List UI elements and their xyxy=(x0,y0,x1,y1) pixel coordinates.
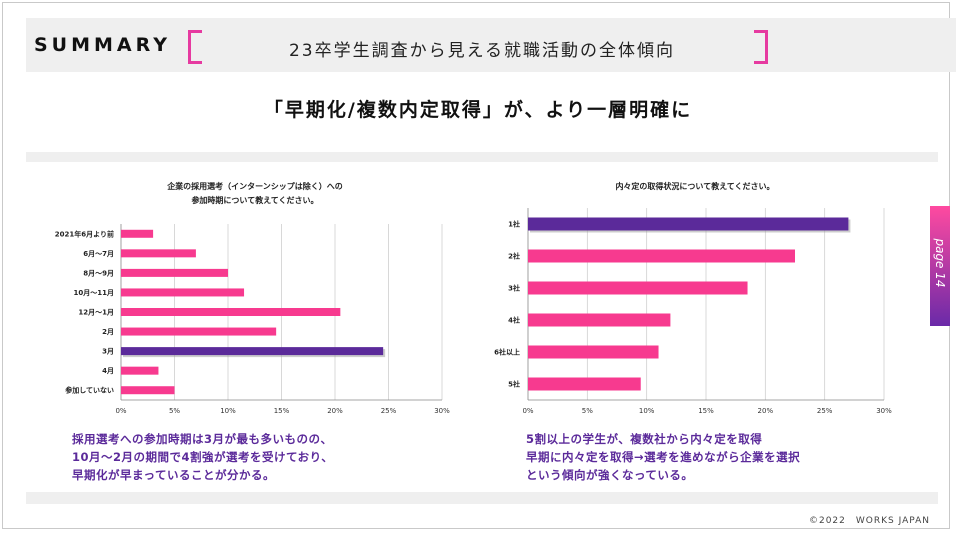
page-number: page 14 xyxy=(933,238,947,288)
bar xyxy=(121,268,228,277)
right-comment-line: 5割以上の学生が、複数社から内々定を取得 xyxy=(526,432,763,446)
bar xyxy=(121,366,159,375)
x-tick-label: 20% xyxy=(758,407,774,415)
left-comment: 採用選考への参加時期は3月が最も多いものの、 10月～2月の期間で4割強が選考を… xyxy=(72,430,333,484)
right-comment-line: という傾向が強くなっている。 xyxy=(526,468,694,482)
category-label: 6社以上 xyxy=(494,348,520,357)
right-chart-title-line1: 内々定の取得状況について教えてください。 xyxy=(615,182,775,191)
panel-band-top xyxy=(26,152,938,162)
category-label: 5社 xyxy=(508,380,520,389)
category-label: 4月 xyxy=(102,367,114,375)
right-bracket xyxy=(754,30,768,64)
left-chart-title-line1: 企業の採用選考（インターンシップは除く）への xyxy=(167,182,343,191)
right-chart-title: 内々定の取得状況について教えてください。 xyxy=(560,180,830,194)
category-label: 参加していない xyxy=(65,386,114,395)
panel-band-bottom xyxy=(26,492,938,504)
bar xyxy=(121,347,384,356)
right-comment: 5割以上の学生が、複数社から内々定を取得 早期に内々定を取得→選考を進めながら企… xyxy=(526,430,800,484)
left-comment-line: 10月～2月の期間で4割強が選考を受けており、 xyxy=(72,450,334,464)
headline: 「早期化/複数内定取得」が、より一層明確に xyxy=(263,99,693,121)
left-chart-title: 企業の採用選考（インターンシップは除く）への 参加時期について教えてください。 xyxy=(120,180,390,208)
x-tick-label: 25% xyxy=(381,407,397,415)
bar xyxy=(528,345,659,359)
page-tab: page 14 xyxy=(930,206,950,326)
header-title: 23卒学生調査から見える就職活動の全体傾向 xyxy=(288,41,676,61)
x-tick-label: 30% xyxy=(876,407,892,415)
bar xyxy=(121,249,196,258)
left-comment-line: 採用選考への参加時期は3月が最も多いものの、 xyxy=(72,432,333,446)
x-tick-label: 5% xyxy=(582,407,593,415)
x-tick-label: 25% xyxy=(817,407,833,415)
category-label: 2社 xyxy=(508,252,520,261)
slide-frame xyxy=(2,2,950,529)
category-label: 3社 xyxy=(508,284,520,293)
left-bracket xyxy=(188,30,202,64)
x-tick-label: 0% xyxy=(522,407,533,415)
category-label: 6月～7月 xyxy=(83,250,114,258)
left-comment-line: 早期化が早まっていることが分かる。 xyxy=(72,468,275,482)
copyright: ©2022 WORKS JAPAN xyxy=(808,516,930,526)
category-label: 10月～11月 xyxy=(74,289,114,297)
bar xyxy=(121,288,245,297)
x-tick-label: 15% xyxy=(698,407,714,415)
bar xyxy=(528,377,641,391)
bar xyxy=(121,386,175,395)
x-tick-label: 20% xyxy=(327,407,343,415)
right-comment-line: 早期に内々定を取得→選考を進めながら企業を選択 xyxy=(526,450,801,464)
category-label: 3月 xyxy=(102,348,114,356)
bar xyxy=(528,249,795,263)
bar xyxy=(121,229,154,238)
category-label: 4社 xyxy=(508,316,520,325)
category-label: 2021年6月より前 xyxy=(55,229,114,238)
bar xyxy=(528,217,849,231)
x-tick-label: 5% xyxy=(169,407,180,415)
category-label: 8月～9月 xyxy=(83,269,114,277)
x-tick-label: 10% xyxy=(639,407,655,415)
left-chart-title-line2: 参加時期について教えてください。 xyxy=(191,196,319,205)
header-band xyxy=(26,18,956,72)
x-tick-label: 30% xyxy=(434,407,450,415)
x-tick-label: 10% xyxy=(220,407,236,415)
category-label: 2月 xyxy=(102,328,114,336)
x-tick-label: 15% xyxy=(274,407,290,415)
bar xyxy=(121,327,277,336)
x-tick-label: 0% xyxy=(115,407,126,415)
bar xyxy=(528,313,671,327)
category-label: 1社 xyxy=(508,220,520,229)
summary-label: SUMMARY xyxy=(34,34,171,56)
bar xyxy=(121,308,341,316)
category-label: 12月～1月 xyxy=(78,309,114,317)
bar xyxy=(528,281,748,295)
